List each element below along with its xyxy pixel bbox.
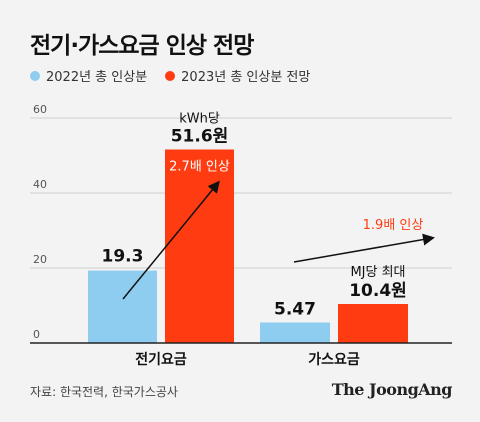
y-tick-label-40: 40 [33,178,47,191]
data-label-1-0: 5.47 [274,299,316,319]
increase-arrow-1 [293,233,435,263]
legend-swatch-2023 [165,70,176,81]
bar-1-0 [260,322,330,343]
increase-label-0: 2.7배 인상 [169,160,230,175]
increase-label-1: 1.9배 인상 [363,218,424,233]
legend-item-2023: 2023년 총 인상분 전망 [165,66,310,85]
y-tick-label-20: 20 [33,253,47,266]
source-note: 자료: 한국전력, 한국가스공사 [30,385,178,399]
data-label-0-0: 19.3 [102,247,144,267]
increase-arrow-0 [122,180,220,300]
x-category-label-1: 가스요금 [308,352,360,368]
x-category-label-0: 전기요금 [135,351,187,368]
y-tick-label-60: 60 [33,103,47,116]
bar-1-1 [338,304,408,343]
brand-logo: The JoongAng [331,380,453,399]
unit-label-1: MJ당 최대 [350,265,405,280]
unit-label-0: kWh당 [179,112,220,127]
y-tick-label-0: 0 [33,328,40,341]
legend-swatch-2022 [30,70,40,81]
chart-title: 전기·가스요금 인상 전망 [30,33,254,59]
legend-item-2022: 2022년 총 인상분 [30,66,147,85]
data-label-1-1: 10.4원 [349,281,407,301]
bar-0-1 [165,149,234,343]
legend-label-2023: 2023년 총 인상분 전망 [181,70,311,85]
bar-0-0 [88,270,157,343]
legend-label-2022: 2022년 총 인상분 [46,70,148,85]
legend: 2022년 총 인상분 2023년 총 인상분 전망 [30,66,328,85]
data-label-0-1: 51.6원 [171,127,229,147]
